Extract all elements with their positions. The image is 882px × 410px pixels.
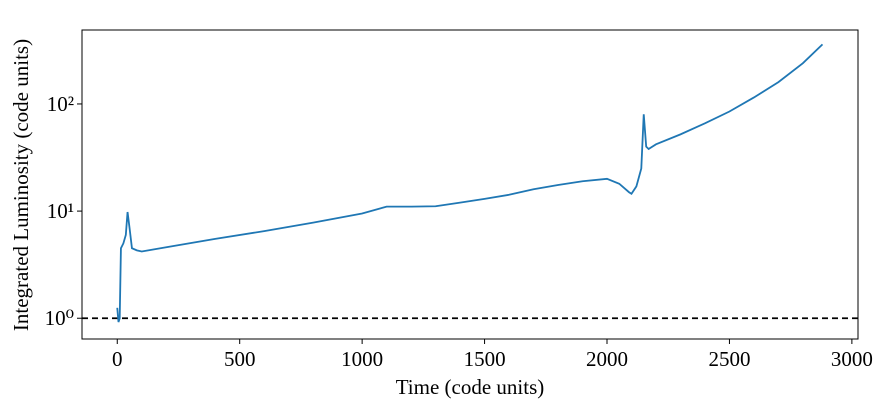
x-tick-label: 1500 bbox=[464, 347, 506, 371]
y-tick-label: 10⁰ bbox=[45, 306, 74, 330]
x-tick-label: 500 bbox=[224, 347, 256, 371]
x-tick-label: 3000 bbox=[831, 347, 873, 371]
x-tick-label: 2500 bbox=[708, 347, 750, 371]
y-tick-label: 10² bbox=[47, 92, 74, 116]
y-axis-label: Integrated Luminosity (code units) bbox=[9, 39, 33, 331]
x-axis-label: Time (code units) bbox=[396, 375, 545, 399]
x-tick-label: 1000 bbox=[341, 347, 383, 371]
x-tick-label: 0 bbox=[112, 347, 123, 371]
plot-frame bbox=[81, 29, 859, 340]
x-tick-label: 2000 bbox=[586, 347, 628, 371]
y-tick-label: 10¹ bbox=[47, 199, 74, 223]
data-line bbox=[116, 43, 824, 323]
